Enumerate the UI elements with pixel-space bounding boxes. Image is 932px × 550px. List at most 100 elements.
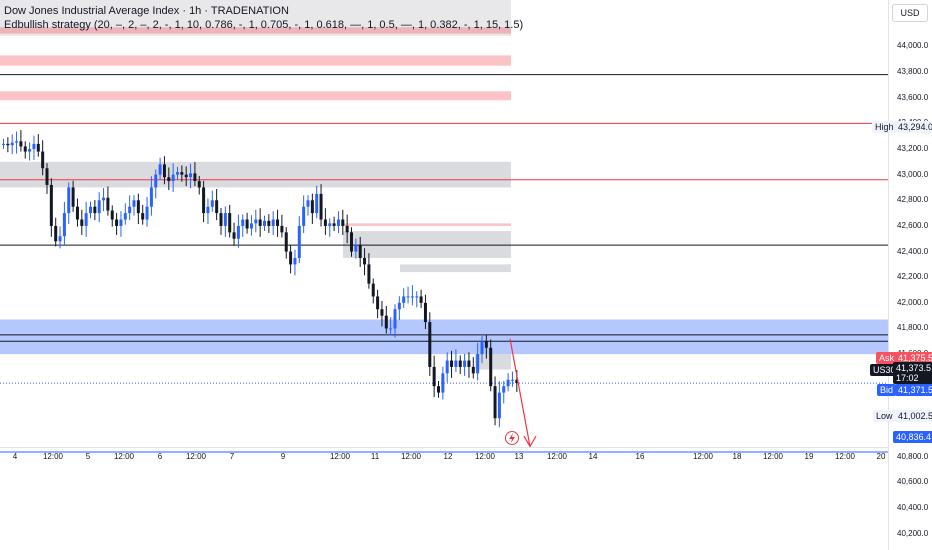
candle-body [306, 200, 310, 207]
candle-body [284, 232, 288, 252]
ask-tag: Ask [876, 352, 898, 364]
supply-zone [0, 55, 511, 66]
candle-body [215, 200, 219, 214]
candle-body [463, 360, 467, 367]
candle-body [293, 257, 297, 265]
legend-title[interactable]: Dow Jones Industrial Average Index · 1h … [4, 5, 289, 17]
price-axis[interactable] [888, 0, 932, 550]
candle-body [363, 257, 367, 265]
time-label: 12:00 [329, 452, 351, 461]
candle-body [67, 187, 71, 214]
candle-body [62, 213, 66, 237]
gray-zone [343, 231, 511, 258]
high-label: High [875, 122, 894, 132]
candle-body [106, 197, 110, 211]
candle-body [89, 206, 92, 214]
candle-body [437, 386, 440, 393]
candle-body [510, 379, 514, 381]
candle-body [423, 302, 427, 323]
candle-body [202, 187, 206, 214]
candle-body [406, 296, 410, 298]
high-value: 43,294.0 [895, 121, 932, 133]
candle-body [10, 142, 14, 146]
candle-body [45, 168, 49, 185]
candle-body [371, 283, 375, 297]
candle-body [432, 366, 436, 387]
candle-body [484, 341, 488, 348]
candle-body [245, 219, 249, 229]
candle-body [350, 232, 353, 252]
candle-body [71, 187, 75, 207]
time-label: 20 [876, 452, 886, 461]
candle-body [154, 174, 158, 188]
candle-body [280, 225, 284, 233]
candle-body [267, 220, 271, 226]
price-label: 43,600.0 [897, 92, 929, 102]
price-label: 40,400.0 [897, 502, 929, 512]
candle-body [167, 177, 171, 182]
candle-body [162, 164, 166, 178]
candle-body [49, 184, 53, 226]
supply-zone [0, 91, 511, 101]
legend-indicator[interactable]: Edbullish strategy (20, –, 2, –, 2, -, 1… [4, 19, 524, 31]
candle-body [119, 219, 123, 226]
time-label: 12 [443, 452, 453, 461]
candle-body [319, 193, 323, 220]
candle-body [471, 366, 475, 374]
candle-body [189, 173, 193, 178]
candle-body [80, 219, 84, 226]
candle-body [123, 213, 127, 220]
time-label: 11 [370, 452, 380, 461]
low-value: 41,002.5 [895, 410, 932, 422]
candle-body [415, 296, 419, 298]
candle-body [332, 223, 336, 226]
candle-body [15, 141, 19, 143]
time-label: 14 [588, 452, 598, 461]
price-label: 43,200.0 [897, 144, 929, 153]
candle-body [158, 164, 162, 175]
target-value: 40,836.4 [893, 431, 932, 443]
candle-body [23, 146, 27, 152]
candle-body [380, 309, 384, 316]
candle-body [476, 354, 480, 374]
candle-body [193, 173, 197, 182]
high-tag: High [872, 121, 897, 133]
price-chart[interactable] [0, 0, 888, 550]
candle-body [236, 225, 240, 239]
candle-body [258, 219, 262, 226]
price-label: 42,000.0 [897, 297, 929, 307]
candle-body [315, 193, 319, 214]
candle-body [210, 200, 214, 207]
candle-body [384, 315, 388, 329]
candle-body [176, 172, 179, 175]
candle-body [141, 213, 145, 220]
candle-body [402, 296, 406, 303]
candle-body [341, 219, 345, 226]
low-tag: Low [873, 410, 896, 422]
candle-body [110, 210, 114, 220]
time-label: 4 [12, 452, 18, 461]
candle-body [128, 206, 132, 214]
candle-body [323, 219, 327, 226]
candle-body [389, 328, 393, 330]
candle-body [41, 151, 45, 169]
candle-body [149, 187, 153, 207]
candle-body [145, 206, 149, 220]
ask-value: 41,375.5 [895, 352, 932, 364]
lightning-icon[interactable] [505, 431, 519, 445]
candle-body [54, 225, 58, 242]
time-label: 12:00 [185, 452, 207, 461]
currency-button[interactable]: USD [892, 4, 928, 22]
candle-body [180, 172, 184, 175]
candle-body [458, 360, 462, 367]
supply-zone [0, 27, 511, 34]
candle-body [136, 200, 140, 214]
candle-body [289, 251, 293, 265]
candle-body [441, 373, 445, 393]
candle-body [206, 206, 210, 214]
price-label: 42,200.0 [897, 272, 929, 282]
candle-body [75, 206, 79, 220]
candle-body [345, 225, 349, 233]
candle-body [397, 302, 401, 310]
